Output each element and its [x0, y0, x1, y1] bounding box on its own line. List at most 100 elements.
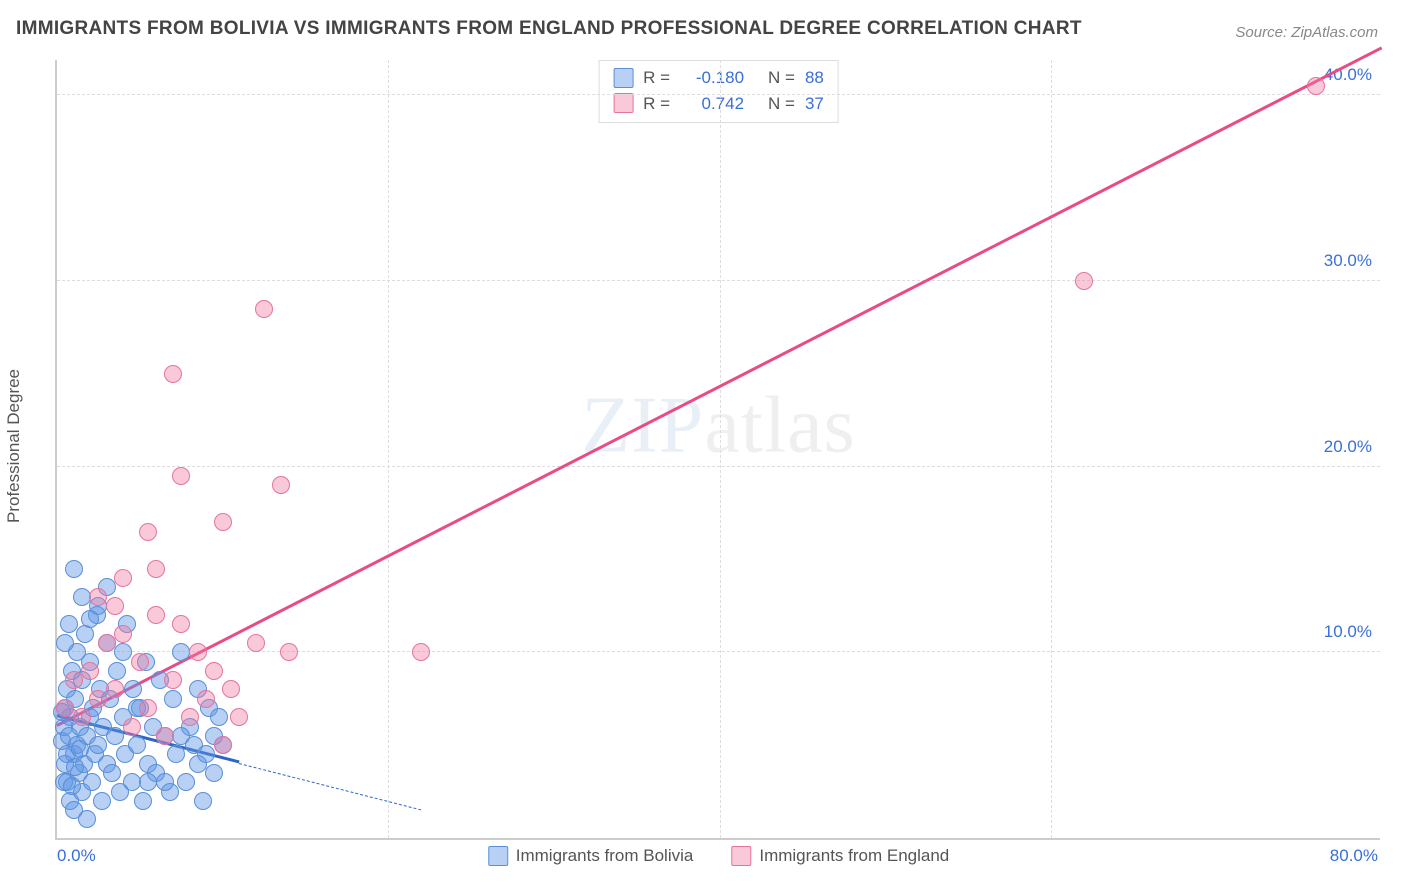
- data-point: [222, 680, 240, 698]
- legend-bottom: Immigrants from Bolivia Immigrants from E…: [488, 846, 950, 866]
- data-point: [1307, 77, 1325, 95]
- data-point: [167, 745, 185, 763]
- data-point: [89, 736, 107, 754]
- data-point: [172, 727, 190, 745]
- data-point: [134, 792, 152, 810]
- data-point: [83, 773, 101, 791]
- data-point: [103, 764, 121, 782]
- data-point: [56, 699, 74, 717]
- source-label: Source:: [1235, 24, 1287, 41]
- data-point: [78, 810, 96, 828]
- data-point: [172, 643, 190, 661]
- data-point: [147, 606, 165, 624]
- data-point: [123, 773, 141, 791]
- series-swatch: [731, 846, 751, 866]
- series-swatch: [613, 93, 633, 113]
- data-point: [81, 662, 99, 680]
- data-point: [65, 671, 83, 689]
- y-axis-label: Professional Degree: [4, 369, 24, 523]
- data-point: [214, 513, 232, 531]
- data-point: [412, 643, 430, 661]
- legend-item: Immigrants from Bolivia: [488, 846, 694, 866]
- data-point: [255, 300, 273, 318]
- data-point: [280, 643, 298, 661]
- data-point: [56, 634, 74, 652]
- data-point: [156, 727, 174, 745]
- data-point: [194, 792, 212, 810]
- data-point: [73, 708, 91, 726]
- data-point: [71, 740, 89, 758]
- data-point: [131, 653, 149, 671]
- data-point: [172, 467, 190, 485]
- gridline-v: [1051, 60, 1052, 838]
- data-point: [181, 708, 199, 726]
- y-tick-label: 20.0%: [1324, 437, 1372, 457]
- series-swatch: [613, 68, 633, 88]
- data-point: [205, 662, 223, 680]
- data-point: [189, 643, 207, 661]
- data-point: [106, 727, 124, 745]
- series-swatch: [488, 846, 508, 866]
- stats-N-label: N =: [768, 65, 795, 91]
- x-tick-label: 0.0%: [57, 846, 96, 866]
- data-point: [124, 680, 142, 698]
- data-point: [114, 569, 132, 587]
- data-point: [93, 792, 111, 810]
- x-tick-label: 80.0%: [1330, 846, 1378, 866]
- gridline-v: [720, 60, 721, 838]
- data-point: [164, 690, 182, 708]
- data-point: [247, 634, 265, 652]
- data-point: [66, 758, 84, 776]
- data-point: [214, 736, 232, 754]
- data-point: [60, 615, 78, 633]
- data-point: [189, 755, 207, 773]
- data-point: [230, 708, 248, 726]
- stats-row: R = -0.180 N = 88: [613, 65, 824, 91]
- data-point: [139, 773, 157, 791]
- data-point: [210, 708, 228, 726]
- data-point: [81, 610, 99, 628]
- data-point: [65, 560, 83, 578]
- stats-R-value: -0.180: [680, 65, 744, 91]
- data-point: [89, 690, 107, 708]
- data-point: [272, 476, 290, 494]
- chart-plot-area: ZIPatlas R =-0.180N =88R =0.742N =37 Imm…: [55, 60, 1380, 840]
- data-point: [156, 773, 174, 791]
- data-point: [73, 588, 91, 606]
- legend-label: Immigrants from Bolivia: [516, 846, 694, 866]
- data-point: [98, 634, 116, 652]
- data-point: [1075, 272, 1093, 290]
- y-tick-label: 30.0%: [1324, 251, 1372, 271]
- legend-label: Immigrants from England: [759, 846, 949, 866]
- data-point: [147, 560, 165, 578]
- data-point: [114, 625, 132, 643]
- data-point: [128, 736, 146, 754]
- gridline-h: [57, 280, 1380, 281]
- stats-box: R =-0.180N =88R =0.742N =37: [598, 60, 839, 123]
- stats-R-label: R =: [643, 65, 670, 91]
- watermark: ZIPatlas: [581, 380, 856, 471]
- data-point: [164, 365, 182, 383]
- data-point: [123, 718, 141, 736]
- source-value: ZipAtlas.com: [1291, 24, 1378, 41]
- data-point: [139, 699, 157, 717]
- data-point: [205, 764, 223, 782]
- y-tick-label: 10.0%: [1324, 622, 1372, 642]
- stats-N-value: 88: [805, 65, 824, 91]
- data-point: [89, 588, 107, 606]
- data-point: [139, 523, 157, 541]
- data-point: [172, 615, 190, 633]
- data-point: [106, 597, 124, 615]
- data-point: [177, 773, 195, 791]
- gridline-h: [57, 466, 1380, 467]
- trend-line: [239, 763, 421, 810]
- gridline-v: [388, 60, 389, 838]
- data-point: [106, 680, 124, 698]
- source-credit: Source: ZipAtlas.com: [1235, 24, 1378, 41]
- gridline-h: [57, 94, 1380, 95]
- legend-item: Immigrants from England: [731, 846, 949, 866]
- data-point: [63, 777, 81, 795]
- data-point: [114, 643, 132, 661]
- chart-title: IMMIGRANTS FROM BOLIVIA VS IMMIGRANTS FR…: [16, 18, 1082, 40]
- watermark-part2: atlas: [704, 381, 856, 469]
